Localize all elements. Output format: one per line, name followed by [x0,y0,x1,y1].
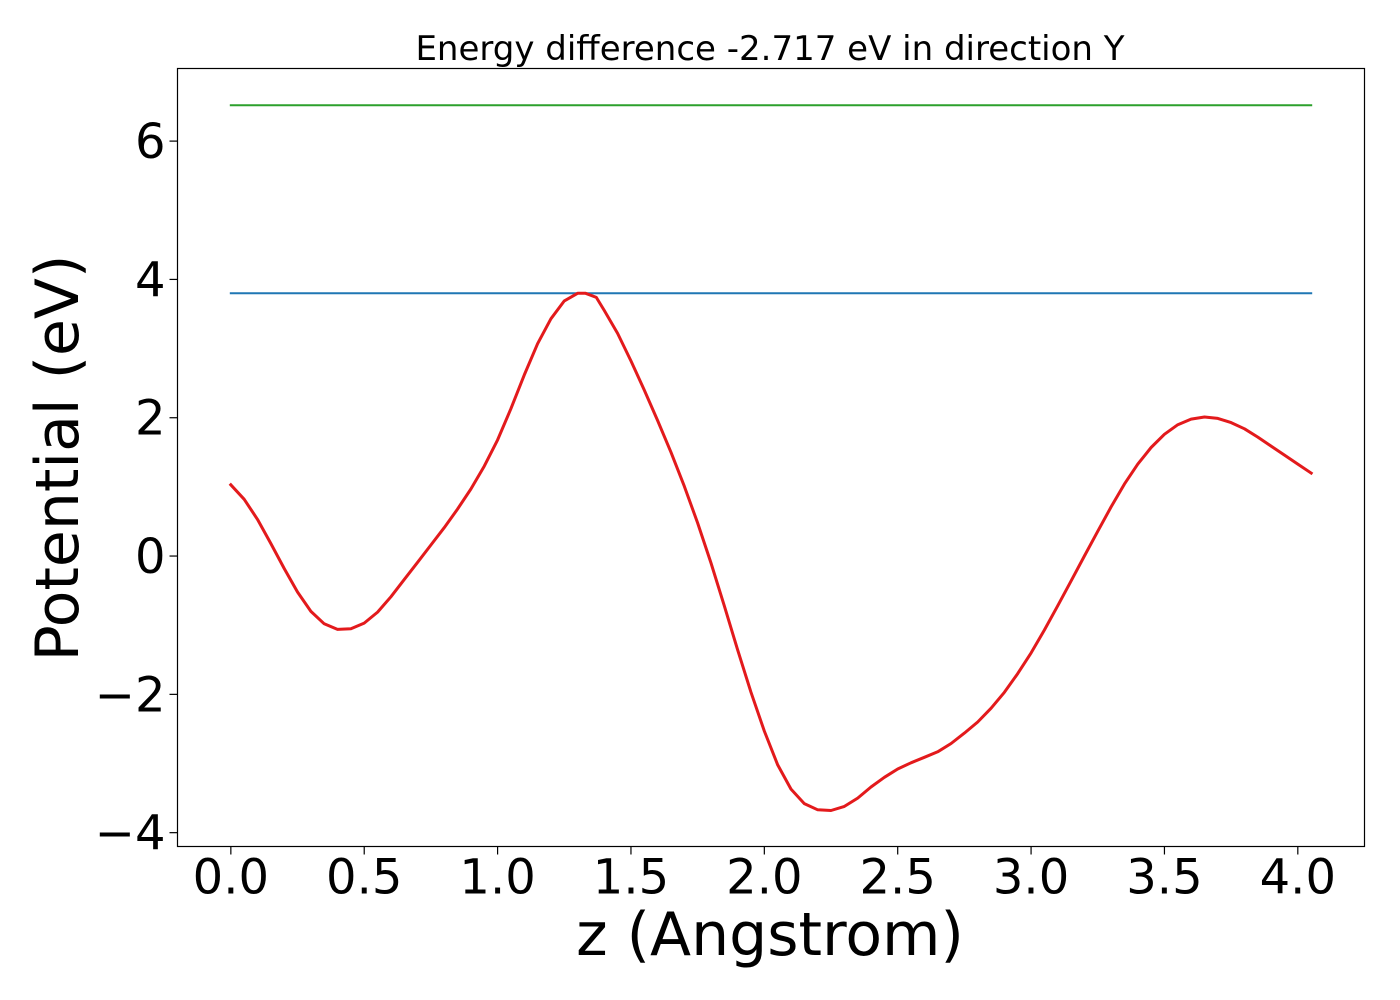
x-tick-label: 2.0 [726,850,802,906]
x-tick-label: 3.0 [993,850,1069,906]
x-tick-label: 3.5 [1126,850,1202,906]
x-tick-label: 0.5 [326,850,402,906]
y-tick-label: −4 [95,806,166,862]
y-tick-label: 2 [135,391,166,447]
y-tick-label: −2 [95,667,166,723]
x-axis-ticks: 0.0 0.5 1.0 1.5 2.0 2.5 3.0 3.5 4.0 [193,846,1336,906]
x-tick-label: 4.0 [1260,850,1336,906]
x-axis-label: z (Angstrom) [576,900,964,970]
x-tick-label: 0.0 [193,850,269,906]
series-layer [228,104,1314,812]
x-tick-label: 1.0 [459,850,535,906]
plot-area-frame [176,67,1366,848]
potential-curve [228,291,1314,812]
y-axis-label: Potential (eV) [23,255,93,662]
chart-title: Energy difference -2.717 eV in direction… [415,29,1124,69]
y-tick-label: 4 [135,252,166,308]
x-tick-label: 2.5 [860,850,936,906]
y-tick-label: 0 [135,529,166,585]
y-tick-label: 6 [135,114,166,170]
y-axis-ticks: −4 −2 0 2 4 6 [95,114,178,862]
x-tick-label: 1.5 [593,850,669,906]
